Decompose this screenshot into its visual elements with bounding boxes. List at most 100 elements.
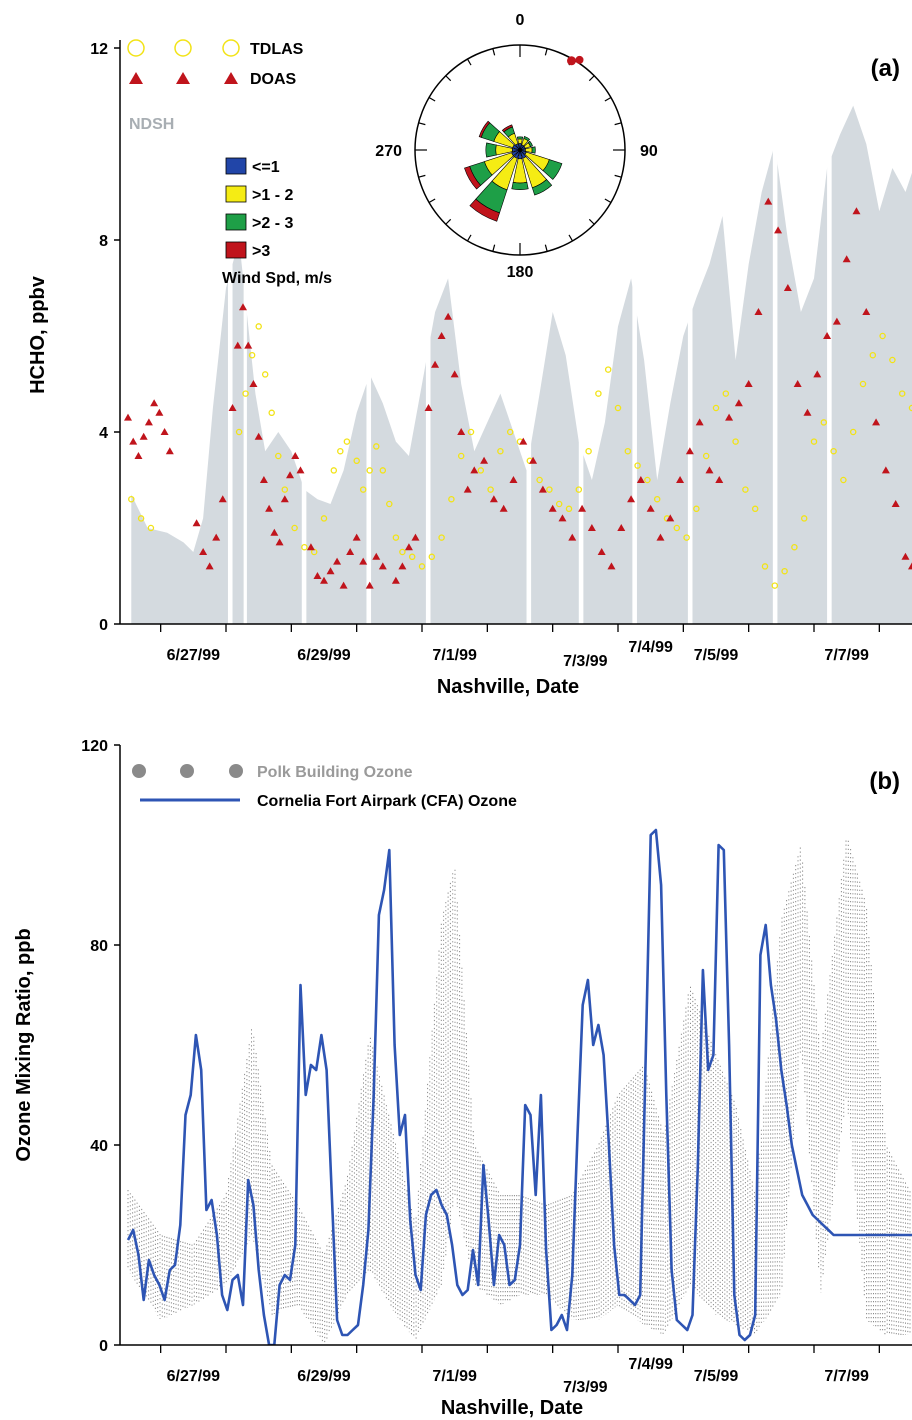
doas-point [636,476,645,483]
doas-point [238,303,247,311]
doas-point [378,562,387,570]
doas-point [793,380,802,387]
panel-a-date-labels: 6/27/99 6/29/99 7/1/99 7/3/99 7/4/99 7/5/99 7/… [167,639,869,670]
doas-point [529,456,538,464]
doas-point [165,447,174,455]
doas-point [150,399,159,407]
tdlas-point [373,443,380,450]
tdlas-point [359,486,367,493]
tdlas-point [147,524,155,532]
wind-rose-tick [418,122,426,126]
wind-rose-wedge [527,140,533,147]
doas-point [339,581,348,589]
wind-rose-wedge [485,142,497,158]
doas-point [291,452,300,459]
tdlas-point [565,505,573,513]
tdlas-point [457,452,465,460]
doas-point [313,572,322,579]
date-label: 7/5/99 [694,1368,739,1385]
panel-b-xlabel: Nashville, Date [441,1397,583,1419]
doas-point [457,428,466,435]
tdlas-point [624,447,632,455]
doas-point [326,567,335,575]
doas-point [199,548,208,555]
tdlas-point [428,553,436,561]
panel-a-ylabel: HCHO, ppbv [27,275,49,394]
tdlas-point [702,452,710,460]
wind-gt3-label: >3 [252,243,270,260]
wind-rose-tick [428,198,436,204]
tdlas-point [820,419,828,426]
wind-rose-wedge [531,179,553,196]
y-tick-label: 40 [90,1138,108,1155]
tdlas-point [235,428,243,436]
tdlas-point [614,404,622,412]
wind-rose-tick [492,244,496,252]
doas-point [391,576,400,584]
tdlas-point [751,505,759,513]
doas-point [233,341,242,349]
tdlas-legend-marker [174,39,192,57]
doas-legend-label: DOAS [250,71,297,88]
ndsh-gap [578,40,584,624]
tdlas-point [536,476,543,484]
ndsh-gap [632,40,637,624]
doas-point [891,500,900,507]
doas-point [676,476,685,483]
wind-rose-tick [428,96,436,102]
tdlas-point [379,467,387,474]
doas-point [139,432,148,440]
date-label: 7/7/99 [824,647,869,664]
tdlas-point [722,390,730,397]
wind-rose-tick [466,58,472,66]
ndsh-area [131,40,912,624]
panel-a-xlabel: Nashville, Date [437,676,579,698]
tdlas-point [353,457,360,465]
doas-point [346,548,355,555]
tdlas-point [275,452,282,460]
date-label: 6/27/99 [167,647,220,664]
tdlas-point [712,404,720,412]
ndsh-gap [227,40,233,624]
tdlas-point [604,366,612,373]
doas-legend-marker [176,72,190,84]
tdlas-point [800,515,808,522]
wind-rose-wedge [501,124,513,133]
date-label: 7/5/99 [694,647,739,664]
doas-point [280,495,289,503]
panel-a-legend: TDLAS DOAS NDSH [127,39,304,133]
doas-point [499,504,508,512]
y-tick-label: 4 [99,425,108,442]
doas-point [244,341,253,349]
ndsh-envelope [131,105,912,624]
tdlas-point [320,515,328,522]
doas-point [424,404,433,411]
tdlas-point [242,390,249,397]
date-label: 7/3/99 [563,653,608,670]
y-tick-label: 80 [90,938,108,955]
doas-point [249,380,258,387]
doas-point [715,476,724,483]
ndsh-gap [425,40,431,624]
doas-point [548,504,557,512]
wind-le1-swatch [225,157,247,175]
doas-point [259,476,268,483]
wind-rose-tick [466,234,472,242]
doas-point [538,485,547,493]
y-tick-label: 0 [99,617,108,634]
tdlas-point [742,486,749,493]
doas-point [783,284,792,291]
ndsh-gap [827,40,832,624]
doas-point [265,504,274,512]
doas-point [365,581,374,589]
wind-rose-tick [614,122,622,126]
doas-point [352,533,361,541]
doas-legend-marker [129,72,143,84]
tdlas-point [477,467,485,474]
doas-point [666,514,675,522]
tdlas-point [467,428,475,436]
wind-2-3-label: >2 - 3 [252,215,293,232]
wind-gt3-swatch [225,241,247,259]
polk-legend-label: Polk Building Ozone [257,764,413,781]
tdlas-point [291,524,298,532]
